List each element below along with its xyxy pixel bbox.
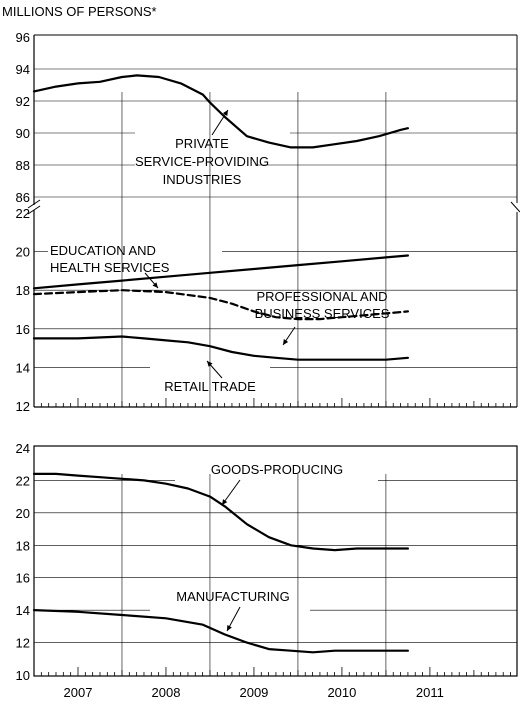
y-tick-label-92: 92: [16, 94, 30, 109]
x-year-label-2010: 2010: [327, 685, 356, 700]
arrow-professional-head: [283, 339, 289, 345]
top-panel-annotations: PRIVATE SERVICE-PROVIDING INDUSTRIES EDUCAT…: [50, 109, 390, 394]
label-private-line-0: PRIVATE: [175, 136, 229, 151]
label-education-line-0: EDUCATION AND: [50, 243, 156, 258]
y-tick-label-bottom-10: 10: [16, 668, 30, 683]
y-tick-label-bottom-22: 22: [16, 473, 30, 488]
x-year-label-2009: 2009: [239, 685, 268, 700]
label-professional-line-1: BUSINESS SERVICES: [255, 306, 390, 321]
arrow-manufacturing-head: [227, 625, 232, 631]
x-year-label-2011: 2011: [416, 685, 444, 700]
x-axis-year-labels: 2007 2008 2009 2010 2011: [64, 685, 444, 700]
bottom-panel-grid: [34, 474, 517, 676]
x-year-label-2008: 2008: [152, 685, 181, 700]
y-unit-label: MILLIONS OF PERSONS*: [2, 4, 157, 19]
bottom-panel-annotations: GOODS-PRODUCING MANUFACTURING: [176, 462, 343, 632]
y-tick-label-88: 88: [16, 158, 30, 173]
label-manufacturing-line-0: MANUFACTURING: [176, 589, 289, 604]
y-tick-label-18: 18: [16, 283, 30, 298]
arrow-private-head: [222, 110, 228, 116]
label-goods-line-0: GOODS-PRODUCING: [211, 462, 343, 477]
label-private-line-1: SERVICE-PROVIDING: [135, 154, 269, 169]
series-line-manufacturing: [32, 609, 409, 654]
series-line-goods: [32, 472, 409, 552]
series-line-private: [32, 74, 409, 149]
y-tick-label-22: 22: [16, 206, 30, 221]
bottom-panel-y-ticks: 10 12 14 16 18 20 22 24: [16, 441, 30, 683]
y-tick-label-90: 90: [16, 126, 30, 141]
bottom-panel-frame: [33, 445, 518, 677]
y-tick-label-bottom-14: 14: [16, 603, 30, 618]
y-tick-label-bottom-24: 24: [16, 441, 30, 456]
series-line-professional: [32, 289, 409, 321]
bottom-frame-box: [33, 445, 518, 677]
top-panel-frame: [27, 34, 520, 408]
bottom-panel-x-ticks: [33, 667, 511, 676]
series-line-retail: [32, 335, 409, 361]
y-tick-label-16: 16: [16, 322, 30, 337]
arrow-retail-head: [207, 361, 213, 367]
y-tick-label-bottom-12: 12: [16, 636, 30, 651]
top-panel-grid: [34, 68, 517, 407]
y-tick-label-14: 14: [16, 360, 30, 375]
label-retail-line-0: RETAIL TRADE: [164, 379, 256, 394]
x-year-label-2007: 2007: [64, 685, 93, 700]
y-tick-label-12: 12: [16, 399, 30, 414]
y-tick-label-94: 94: [16, 62, 30, 77]
arrow-education-head: [152, 282, 158, 288]
bottom-panel-series: [32, 472, 409, 654]
y-tick-label-20: 20: [16, 245, 30, 260]
label-education-line-1: HEALTH SERVICES: [50, 260, 170, 275]
arrow-goods-head: [222, 499, 228, 505]
label-professional-line-0: PROFESSIONAL AND: [257, 289, 388, 304]
y-tick-label-bottom-18: 18: [16, 538, 30, 553]
axis-break-mark-left-b: [27, 205, 41, 215]
top-panel-x-ticks: [33, 398, 511, 407]
y-tick-label-bottom-20: 20: [16, 506, 30, 521]
top-panel-series: [32, 74, 409, 361]
y-tick-label-bottom-16: 16: [16, 571, 30, 586]
axis-break-mark-right: [510, 201, 520, 213]
axis-break-mark-left-a: [27, 199, 41, 209]
y-tick-label-86: 86: [16, 190, 30, 205]
y-tick-label-96: 96: [16, 30, 30, 45]
label-private-line-2: INDUSTRIES: [163, 172, 242, 187]
series-line-education: [32, 254, 409, 290]
